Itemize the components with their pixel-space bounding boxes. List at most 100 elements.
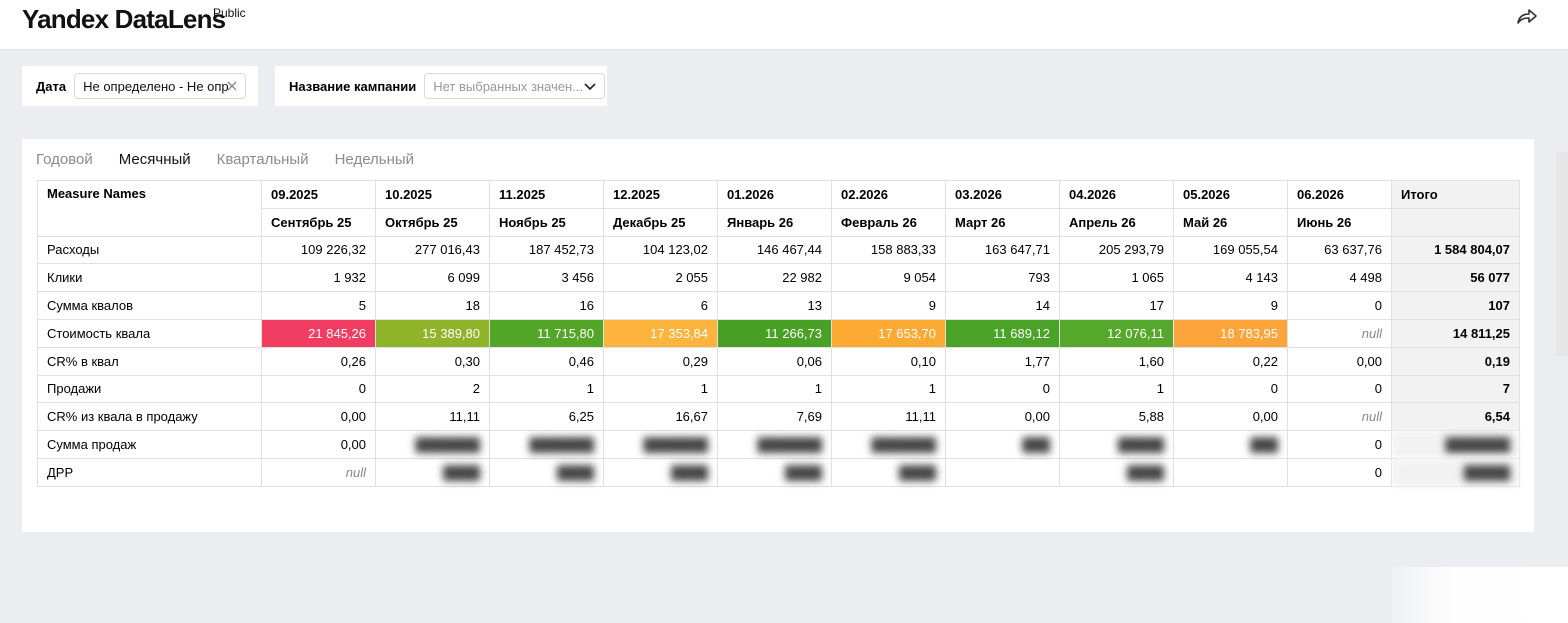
column-header-name[interactable]: Октябрь 25 [375, 207, 490, 237]
row-label: ДРР [37, 457, 262, 487]
table-cell: null [261, 457, 376, 487]
total-header[interactable]: Итого [1391, 180, 1520, 209]
date-filter: Дата Не определено - Не опр [22, 66, 258, 106]
table-cell: 104 123,02 [603, 235, 718, 265]
table-cell: ████ [489, 457, 604, 487]
table-cell: ████ [375, 457, 490, 487]
table-cell: 14 [945, 291, 1060, 320]
header-row-codes: Measure Names 09.2025 10.2025 11.2025 12.202… [37, 180, 1520, 237]
row-total: 56 077 [1391, 263, 1520, 293]
table-row: Клики 1 932 6 099 3 456 2 055 22 982 9 054 793 1… [37, 263, 1520, 293]
table-cell: 11 715,80 [489, 318, 604, 348]
column-header-name[interactable]: Декабрь 25 [603, 207, 718, 237]
table-cell: 5 [261, 291, 376, 320]
corner-header: Measure Names [37, 180, 262, 237]
column-header-code[interactable]: 04.2026 [1059, 180, 1174, 209]
row-label: Сумма продаж [37, 430, 262, 459]
table-cell: 15 389,80 [375, 318, 490, 348]
table-cell: 11,11 [831, 402, 946, 432]
column-header-name[interactable]: Ноябрь 25 [489, 207, 604, 237]
table-cell: ███████ [717, 430, 832, 459]
table-cell: 1 [1059, 374, 1174, 404]
table-cell: 6 [603, 291, 718, 320]
column-header-name[interactable]: Май 26 [1173, 207, 1288, 237]
column-header-name[interactable]: Февраль 26 [831, 207, 946, 237]
table-cell: 793 [945, 263, 1060, 293]
campaign-select[interactable]: Нет выбранных значен... [424, 73, 606, 99]
table-cell: 22 982 [717, 263, 832, 293]
table-cell: ████ [603, 457, 718, 487]
table-cell: 63 637,76 [1287, 235, 1392, 265]
table-cell: 0,00 [261, 402, 376, 432]
column-header-name[interactable]: Апрель 26 [1059, 207, 1174, 237]
tab-quarterly[interactable]: Квартальный [216, 151, 309, 168]
table-cell: 1,77 [945, 346, 1060, 376]
column-header-code[interactable]: 10.2025 [375, 180, 490, 209]
tab-weekly[interactable]: Недельный [334, 151, 415, 168]
table-cell: 17 653,70 [831, 318, 946, 348]
scrollbar[interactable] [1556, 152, 1568, 356]
table-cell: 0,00 [945, 402, 1060, 432]
column-header-code[interactable]: 11.2025 [489, 180, 604, 209]
column-header-code[interactable]: 12.2025 [603, 180, 718, 209]
table-cell: 187 452,73 [489, 235, 604, 265]
table-cell: 0 [261, 374, 376, 404]
table-cell: 1 065 [1059, 263, 1174, 293]
table-cell: 21 845,26 [261, 318, 376, 348]
date-range-input[interactable]: Не определено - Не опр [74, 73, 247, 99]
column-header-code[interactable]: 02.2026 [831, 180, 946, 209]
column-header-code[interactable]: 05.2026 [1173, 180, 1288, 209]
table-cell: 158 883,33 [831, 235, 946, 265]
row-total: 6,54 [1391, 402, 1520, 432]
table-row: Расходы 109 226,32 277 016,43 187 452,73 104… [37, 235, 1520, 265]
table-cell: 0,10 [831, 346, 946, 376]
date-filter-label: Дата [36, 78, 67, 94]
table-cell: 0,26 [261, 346, 376, 376]
column-header-code[interactable]: 09.2025 [261, 180, 376, 209]
top-bar: Yandex DataLens Public [0, 0, 1568, 50]
column-header-code[interactable]: 01.2026 [717, 180, 832, 209]
table-cell: ███████ [603, 430, 718, 459]
date-range-value: Не определено - Не опр [83, 78, 229, 94]
table-cell: ███ [945, 430, 1060, 459]
column-header-name[interactable]: Январь 26 [717, 207, 832, 237]
row-label: Сумма квалов [37, 291, 262, 320]
column-header-code[interactable]: 03.2026 [945, 180, 1060, 209]
logo[interactable]: Yandex DataLens [22, 4, 226, 34]
period-tabs: Годовой Месячный Квартальный Недельный [36, 151, 440, 168]
table-cell: 17 [1059, 291, 1174, 320]
table-cell: 1,60 [1059, 346, 1174, 376]
table-cell: ███████ [375, 430, 490, 459]
tab-monthly[interactable]: Месячный [118, 151, 191, 168]
column-header-name[interactable]: Июнь 26 [1287, 207, 1392, 237]
tab-yearly[interactable]: Годовой [36, 151, 93, 168]
table-cell: 1 [489, 374, 604, 404]
campaign-filter: Название кампании Нет выбранных значен..… [275, 66, 607, 106]
table-cell: ████ [1059, 457, 1174, 487]
share-icon[interactable] [1512, 6, 1540, 28]
column-header-code[interactable]: 06.2026 [1287, 180, 1392, 209]
column-header-name[interactable]: Март 26 [945, 207, 1060, 237]
table-cell: 109 226,32 [261, 235, 376, 265]
table-cell: 0 [1287, 430, 1392, 459]
table-cell: null [1287, 318, 1392, 348]
table-cell: 13 [717, 291, 832, 320]
row-total: █████ [1391, 457, 1520, 487]
table-cell: 1 [717, 374, 832, 404]
table-cell: 16,67 [603, 402, 718, 432]
table-cell: 7,69 [717, 402, 832, 432]
table-cell [1173, 457, 1288, 487]
table-cell: 18 783,95 [1173, 318, 1288, 348]
pivot-table: Measure Names 09.2025 10.2025 11.2025 12.202… [37, 180, 1520, 487]
close-icon[interactable] [225, 79, 239, 93]
table-cell: █████ [1059, 430, 1174, 459]
column-header-name[interactable]: Сентябрь 25 [261, 207, 376, 237]
row-label: Клики [37, 263, 262, 293]
table-cell: 1 932 [261, 263, 376, 293]
table-row: Сумма квалов 5 18 16 6 13 9 14 17 9 0 107 [37, 291, 1520, 320]
filters-bar: Дата Не определено - Не опр Название кам… [0, 50, 1568, 122]
table-row: Сумма продаж 0,00 ███████ ███████ ███████ ███… [37, 430, 1520, 459]
table-row: CR% из квала в продажу 0,00 11,11 6,25 16,67… [37, 402, 1520, 432]
table-cell: 2 [375, 374, 490, 404]
table-cell: 0 [1173, 374, 1288, 404]
